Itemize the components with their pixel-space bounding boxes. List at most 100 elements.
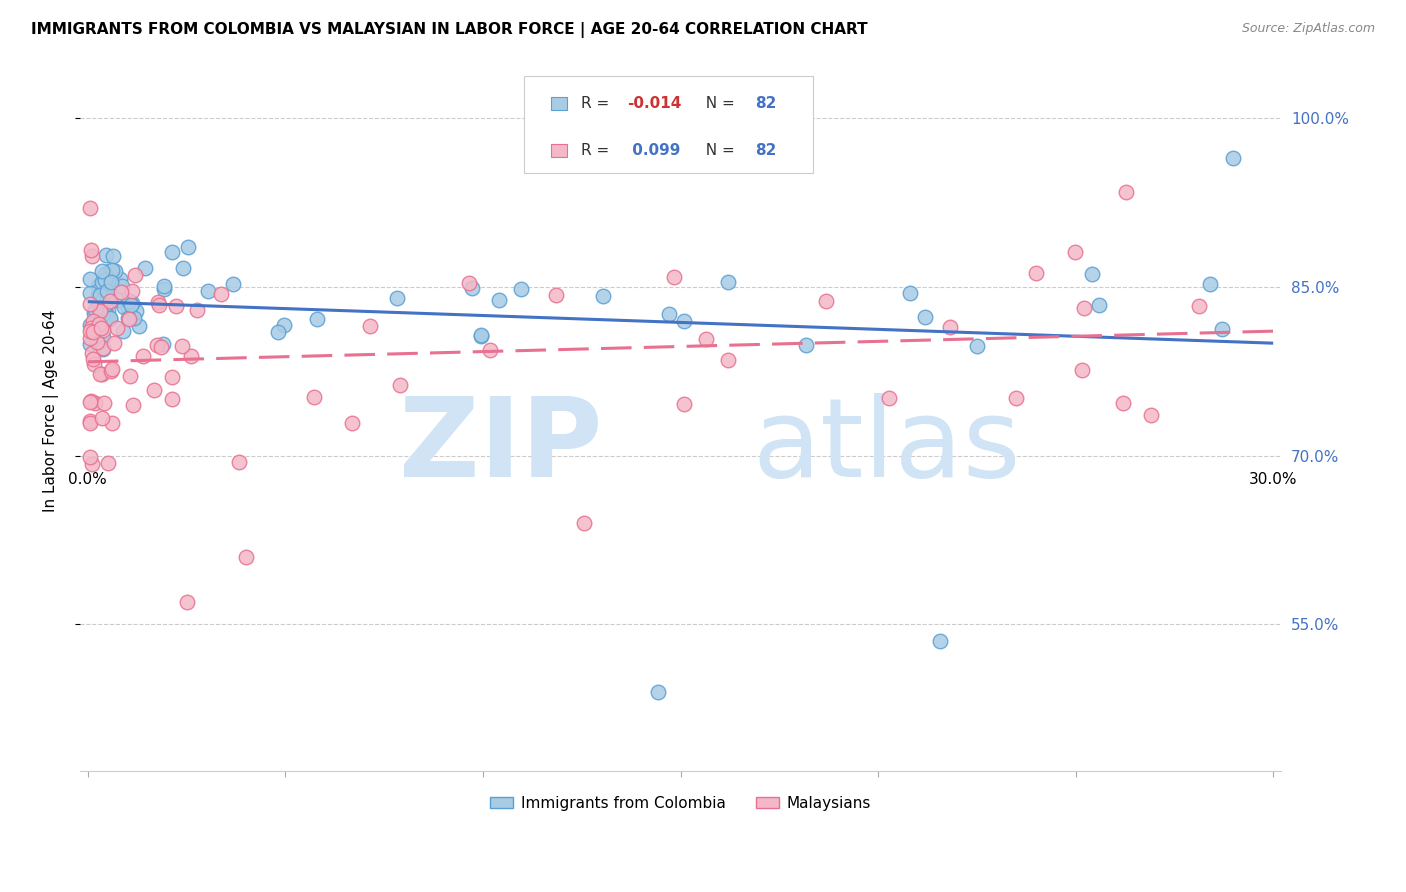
Text: N =: N = xyxy=(696,96,740,112)
Malaysians xyxy=(82,325,104,339)
Immigrants from Colombia xyxy=(717,276,740,290)
Immigrants from Colombia xyxy=(177,240,200,254)
Immigrants from Colombia xyxy=(79,318,101,332)
Malaysians xyxy=(79,296,101,310)
Malaysians xyxy=(124,268,146,283)
Immigrants from Colombia xyxy=(385,291,408,305)
Malaysians xyxy=(717,352,740,367)
Immigrants from Colombia xyxy=(121,296,143,310)
Malaysians xyxy=(110,285,132,300)
Immigrants from Colombia xyxy=(100,276,122,290)
Immigrants from Colombia xyxy=(94,268,117,282)
Immigrants from Colombia xyxy=(87,335,110,350)
Immigrants from Colombia xyxy=(128,318,150,333)
Malaysians xyxy=(186,302,208,317)
Malaysians xyxy=(82,314,104,328)
Malaysians xyxy=(79,331,101,345)
Malaysians xyxy=(673,397,696,411)
Text: -0.014: -0.014 xyxy=(627,96,682,112)
Malaysians xyxy=(89,303,111,318)
Malaysians xyxy=(165,299,187,313)
Malaysians xyxy=(79,450,101,464)
Immigrants from Colombia xyxy=(104,263,127,277)
Malaysians xyxy=(143,383,166,397)
Immigrants from Colombia xyxy=(108,272,131,286)
Text: 82: 82 xyxy=(755,96,778,112)
Malaysians xyxy=(228,455,250,469)
Malaysians xyxy=(83,358,105,372)
Malaysians xyxy=(546,288,568,302)
Malaysians xyxy=(235,549,257,564)
Immigrants from Colombia xyxy=(898,286,921,301)
Immigrants from Colombia xyxy=(470,329,492,343)
Immigrants from Colombia xyxy=(96,285,118,299)
Immigrants from Colombia xyxy=(91,329,114,343)
Malaysians xyxy=(118,369,141,384)
Malaysians xyxy=(146,294,169,309)
Malaysians xyxy=(103,335,125,350)
Immigrants from Colombia xyxy=(96,309,118,323)
Immigrants from Colombia xyxy=(96,291,118,305)
Malaysians xyxy=(118,312,141,326)
Immigrants from Colombia xyxy=(84,303,107,318)
Immigrants from Colombia xyxy=(120,297,142,311)
Immigrants from Colombia xyxy=(79,285,101,300)
Malaysians xyxy=(180,349,202,363)
Immigrants from Colombia xyxy=(94,248,117,262)
Immigrants from Colombia xyxy=(111,279,134,293)
Immigrants from Colombia xyxy=(122,311,145,326)
Malaysians xyxy=(1064,245,1087,260)
Immigrants from Colombia xyxy=(305,312,328,326)
FancyBboxPatch shape xyxy=(524,76,813,173)
Immigrants from Colombia xyxy=(118,294,141,309)
Malaysians xyxy=(122,398,145,412)
Malaysians xyxy=(695,332,717,346)
Malaysians xyxy=(148,298,170,312)
Malaysians xyxy=(478,343,501,357)
Malaysians xyxy=(79,414,101,428)
Immigrants from Colombia xyxy=(929,634,952,648)
Malaysians xyxy=(97,456,120,470)
Immigrants from Colombia xyxy=(1222,151,1244,165)
Malaysians xyxy=(146,338,169,352)
Malaysians xyxy=(572,516,595,531)
Malaysians xyxy=(91,323,114,337)
Malaysians xyxy=(80,243,103,257)
Malaysians xyxy=(86,334,108,349)
Malaysians xyxy=(302,390,325,404)
Immigrants from Colombia xyxy=(470,328,492,343)
Immigrants from Colombia xyxy=(510,282,533,296)
Text: 30.0%: 30.0% xyxy=(1249,472,1298,487)
Immigrants from Colombia xyxy=(94,273,117,287)
Immigrants from Colombia xyxy=(592,289,614,303)
Malaysians xyxy=(82,351,104,366)
Malaysians xyxy=(90,321,112,335)
Immigrants from Colombia xyxy=(111,324,134,338)
Text: N =: N = xyxy=(696,144,740,158)
Immigrants from Colombia xyxy=(100,282,122,296)
Immigrants from Colombia xyxy=(134,261,156,276)
Immigrants from Colombia xyxy=(914,310,936,324)
Immigrants from Colombia xyxy=(1088,298,1111,312)
Immigrants from Colombia xyxy=(222,277,245,292)
Malaysians xyxy=(162,392,184,406)
Malaysians xyxy=(79,394,101,409)
Immigrants from Colombia xyxy=(83,306,105,320)
Immigrants from Colombia xyxy=(79,336,101,351)
Malaysians xyxy=(458,277,481,291)
Malaysians xyxy=(340,416,363,430)
Immigrants from Colombia xyxy=(97,304,120,318)
Immigrants from Colombia xyxy=(266,325,288,339)
Malaysians xyxy=(80,393,103,408)
Immigrants from Colombia xyxy=(97,274,120,288)
Immigrants from Colombia xyxy=(153,279,176,293)
Text: 0.0%: 0.0% xyxy=(69,472,107,487)
Malaysians xyxy=(814,293,837,308)
Malaysians xyxy=(80,345,103,359)
Malaysians xyxy=(388,378,411,392)
Immigrants from Colombia xyxy=(91,275,114,289)
Malaysians xyxy=(1188,299,1211,313)
Immigrants from Colombia xyxy=(117,301,139,315)
Malaysians xyxy=(90,411,112,425)
Immigrants from Colombia xyxy=(101,249,124,263)
